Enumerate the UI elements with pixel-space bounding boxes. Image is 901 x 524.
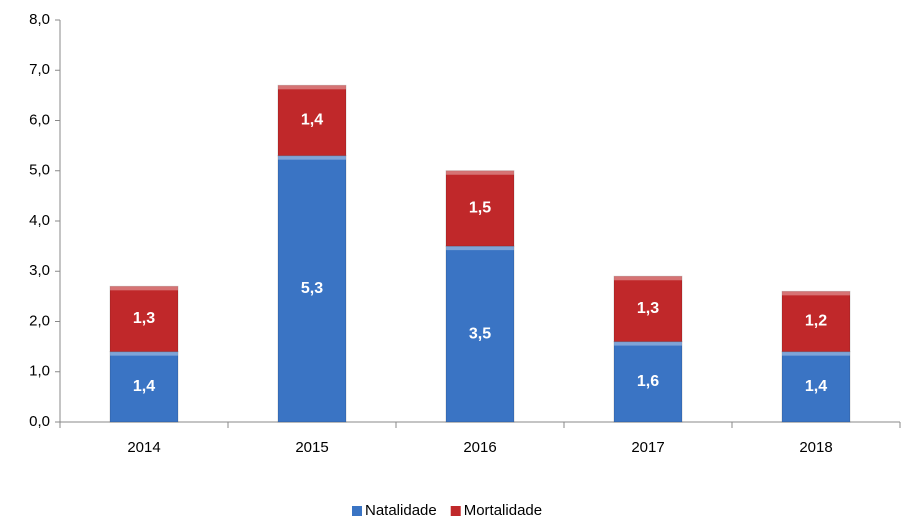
bar-segment	[445, 245, 515, 423]
value-label: 5,3	[301, 280, 323, 297]
x-tick-label: 2017	[631, 439, 664, 456]
value-label: 1,4	[133, 378, 155, 395]
value-label: 1,5	[469, 200, 491, 217]
bar-highlight	[110, 351, 178, 356]
bar-highlight	[278, 155, 346, 160]
value-label: 1,2	[805, 313, 827, 330]
bar-highlight	[110, 286, 178, 291]
bar-highlight	[446, 170, 514, 175]
value-label: 1,3	[637, 300, 659, 317]
bar-segment	[781, 290, 851, 353]
x-tick-label: 2015	[295, 439, 328, 456]
legend-swatch	[352, 506, 362, 516]
x-tick-label: 2014	[127, 439, 160, 456]
bar-segment	[277, 155, 347, 423]
bar-highlight	[446, 246, 514, 251]
bar-segment	[781, 351, 851, 423]
y-tick-label: 2,0	[29, 312, 50, 329]
value-label: 3,5	[469, 325, 491, 342]
bar-highlight	[614, 341, 682, 346]
x-tick-label: 2018	[799, 439, 832, 456]
bar-segment	[613, 341, 683, 423]
y-tick-label: 5,0	[29, 162, 50, 179]
y-tick-label: 4,0	[29, 212, 50, 229]
y-tick-label: 8,0	[29, 11, 50, 28]
bar-segment	[445, 170, 515, 247]
x-tick-label: 2016	[463, 439, 496, 456]
legend-swatch	[450, 506, 461, 516]
legend-label: Natalidade	[365, 502, 437, 519]
bar-highlight	[782, 291, 850, 296]
y-tick-label: 0,0	[29, 413, 50, 430]
bar-highlight	[614, 276, 682, 281]
value-label: 1,3	[133, 310, 155, 327]
bar-segment	[109, 285, 179, 353]
legend-label: Mortalidade	[464, 502, 542, 519]
bar-highlight	[782, 351, 850, 356]
y-tick-label: 3,0	[29, 262, 50, 279]
bar-highlight	[278, 85, 346, 90]
bar-segment	[109, 351, 179, 423]
value-label: 1,4	[301, 112, 323, 129]
y-tick-label: 7,0	[29, 61, 50, 78]
y-tick-label: 6,0	[29, 111, 50, 128]
bar-segment	[613, 275, 683, 343]
value-label: 1,6	[637, 373, 659, 390]
bar-segment	[277, 84, 347, 157]
y-tick-label: 1,0	[29, 363, 50, 380]
value-label: 1,4	[805, 378, 827, 395]
